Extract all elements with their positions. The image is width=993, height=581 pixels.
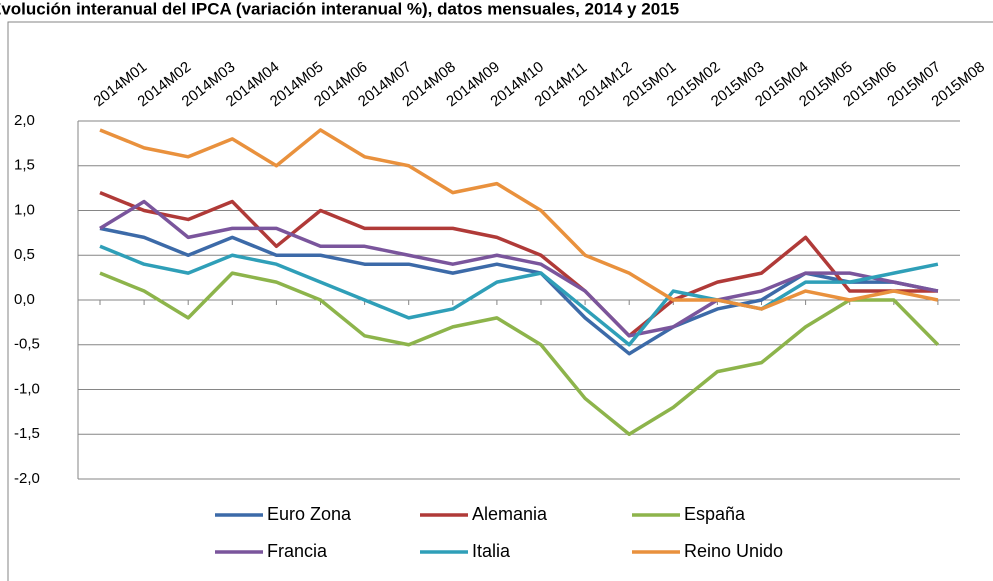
y-tick-label: -0,5 <box>14 336 40 353</box>
series-line <box>99 199 939 338</box>
legend-label: Italia <box>472 541 511 561</box>
y-tick-label: 1,0 <box>14 201 35 218</box>
y-tick-label: -1,0 <box>14 380 40 397</box>
chart-frame <box>7 21 993 581</box>
legend-label: Reino Unido <box>684 541 783 561</box>
y-tick-label: 2,0 <box>14 112 35 129</box>
legend-label: Alemania <box>472 504 548 524</box>
y-tick-label: 1,5 <box>14 157 35 174</box>
y-tick-label: 0,0 <box>14 291 35 308</box>
y-tick-label: 0,5 <box>14 246 35 263</box>
series-line <box>99 244 939 347</box>
series-line <box>99 271 940 436</box>
y-tick-label: -1,5 <box>14 425 40 442</box>
legend-label: Euro Zona <box>267 504 352 524</box>
chart-title: Evolución interanual del IPCA (variación… <box>0 0 679 18</box>
y-tick-label: -2,0 <box>14 470 40 487</box>
legend-label: Francia <box>267 541 328 561</box>
legend-label: España <box>684 504 746 524</box>
series-line <box>99 128 939 311</box>
series-line <box>99 190 938 338</box>
